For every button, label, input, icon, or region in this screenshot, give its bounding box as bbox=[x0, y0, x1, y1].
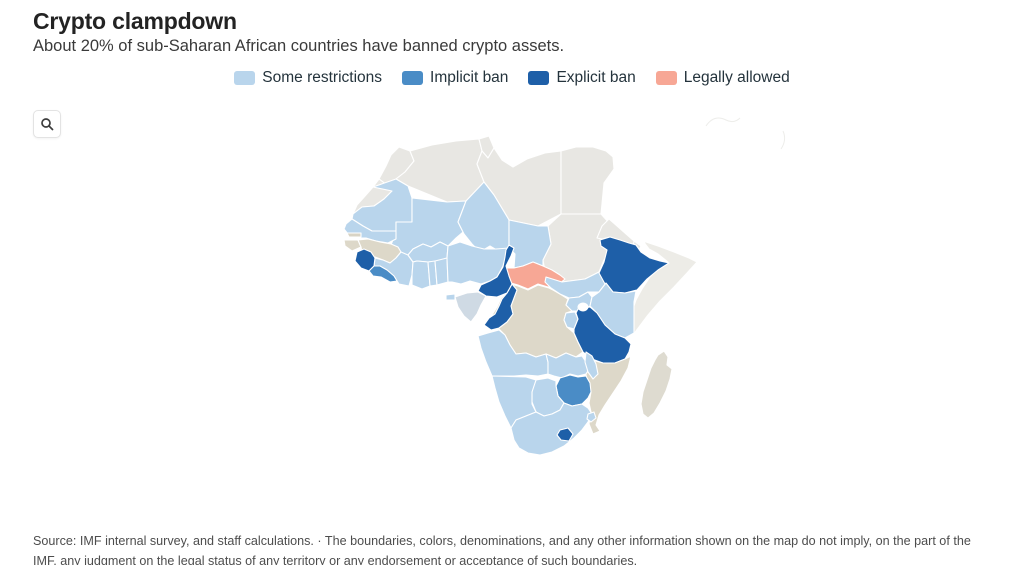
legend-item-legally-allowed: Legally allowed bbox=[655, 69, 790, 87]
legend: Some restrictions Implicit ban Explicit … bbox=[0, 69, 1024, 87]
country-niger[interactable] bbox=[457, 181, 510, 253]
chart-title: Crypto clampdown bbox=[33, 8, 237, 34]
legend-item-explicit-ban: Explicit ban bbox=[528, 69, 636, 87]
country-eswatini[interactable] bbox=[586, 411, 597, 423]
map-countries bbox=[343, 135, 698, 456]
country-benin[interactable] bbox=[434, 257, 449, 286]
lake-victoria bbox=[577, 302, 589, 312]
source-note: Source: IMF internal survey, and staff c… bbox=[33, 533, 971, 565]
country-ghana[interactable] bbox=[411, 260, 431, 290]
legend-label: Legally allowed bbox=[683, 69, 790, 86]
country-republic-of-congo[interactable] bbox=[483, 283, 518, 331]
country-south-africa[interactable] bbox=[510, 402, 593, 456]
chart-subtitle: About 20% of sub-Saharan African countri… bbox=[33, 37, 565, 56]
legend-swatch bbox=[234, 71, 256, 85]
legend-swatch bbox=[402, 71, 424, 85]
country-gambia[interactable] bbox=[346, 232, 362, 238]
legend-swatch bbox=[655, 71, 677, 85]
chart-header: Crypto clampdown About 20% of sub-Sahara… bbox=[33, 8, 993, 56]
country-ethiopia[interactable] bbox=[598, 236, 670, 294]
country-egypt[interactable] bbox=[560, 146, 615, 215]
legend-label: Implicit ban bbox=[430, 69, 509, 86]
country-cameroon[interactable] bbox=[477, 244, 515, 298]
magnifier-icon bbox=[41, 118, 54, 131]
country-guinea-bissau[interactable] bbox=[343, 239, 362, 252]
country-liberia[interactable] bbox=[368, 265, 398, 283]
map-zoom-button[interactable] bbox=[33, 110, 61, 138]
country-equatorial-guinea[interactable] bbox=[445, 293, 456, 301]
country-zambia[interactable] bbox=[545, 352, 591, 379]
legend-swatch bbox=[528, 71, 550, 85]
country-madagascar[interactable] bbox=[640, 350, 673, 419]
faint-boundary-artifacts bbox=[705, 117, 786, 150]
legend-item-implicit-ban: Implicit ban bbox=[402, 69, 508, 87]
legend-label: Explicit ban bbox=[556, 69, 636, 86]
legend-item-some-restrictions: Some restrictions bbox=[234, 69, 382, 87]
legend-label: Some restrictions bbox=[262, 69, 383, 86]
country-malawi[interactable] bbox=[584, 351, 599, 380]
country-gabon[interactable] bbox=[454, 291, 487, 323]
country-lesotho[interactable] bbox=[556, 427, 574, 442]
